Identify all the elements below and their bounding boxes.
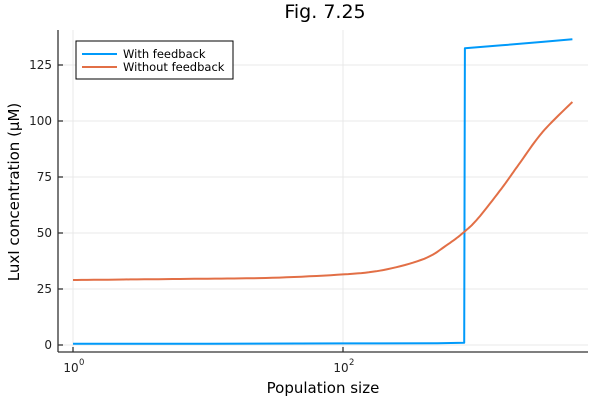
series-lines	[73, 38, 574, 345]
x-tick-label: 10	[333, 361, 348, 375]
legend-box	[75, 40, 234, 80]
y-tick-label: 50	[37, 226, 52, 240]
x-tick-exponent: 0	[79, 358, 84, 368]
y-tick-label: 125	[29, 58, 52, 72]
y-tick-label: 0	[44, 338, 52, 352]
legend: With feedback Without feedback	[75, 40, 234, 80]
axes	[57, 30, 588, 353]
y-axis-label: LuxI concentration (μM)	[5, 103, 23, 282]
x-tick-label: 10	[63, 361, 78, 375]
y-tick-label: 75	[37, 170, 52, 184]
series-line-with-feedback	[73, 38, 573, 345]
legend-label-without-feedback: Without feedback	[123, 60, 225, 74]
chart-title: Fig. 7.25	[284, 1, 365, 23]
series-line-without-feedback	[73, 101, 574, 281]
x-tick-exponent: 2	[349, 358, 354, 368]
y-tick-label: 25	[37, 282, 52, 296]
x-axis-label: Population size	[267, 379, 380, 397]
y-tick-label: 100	[29, 114, 52, 128]
legend-label-with-feedback: With feedback	[123, 47, 206, 61]
